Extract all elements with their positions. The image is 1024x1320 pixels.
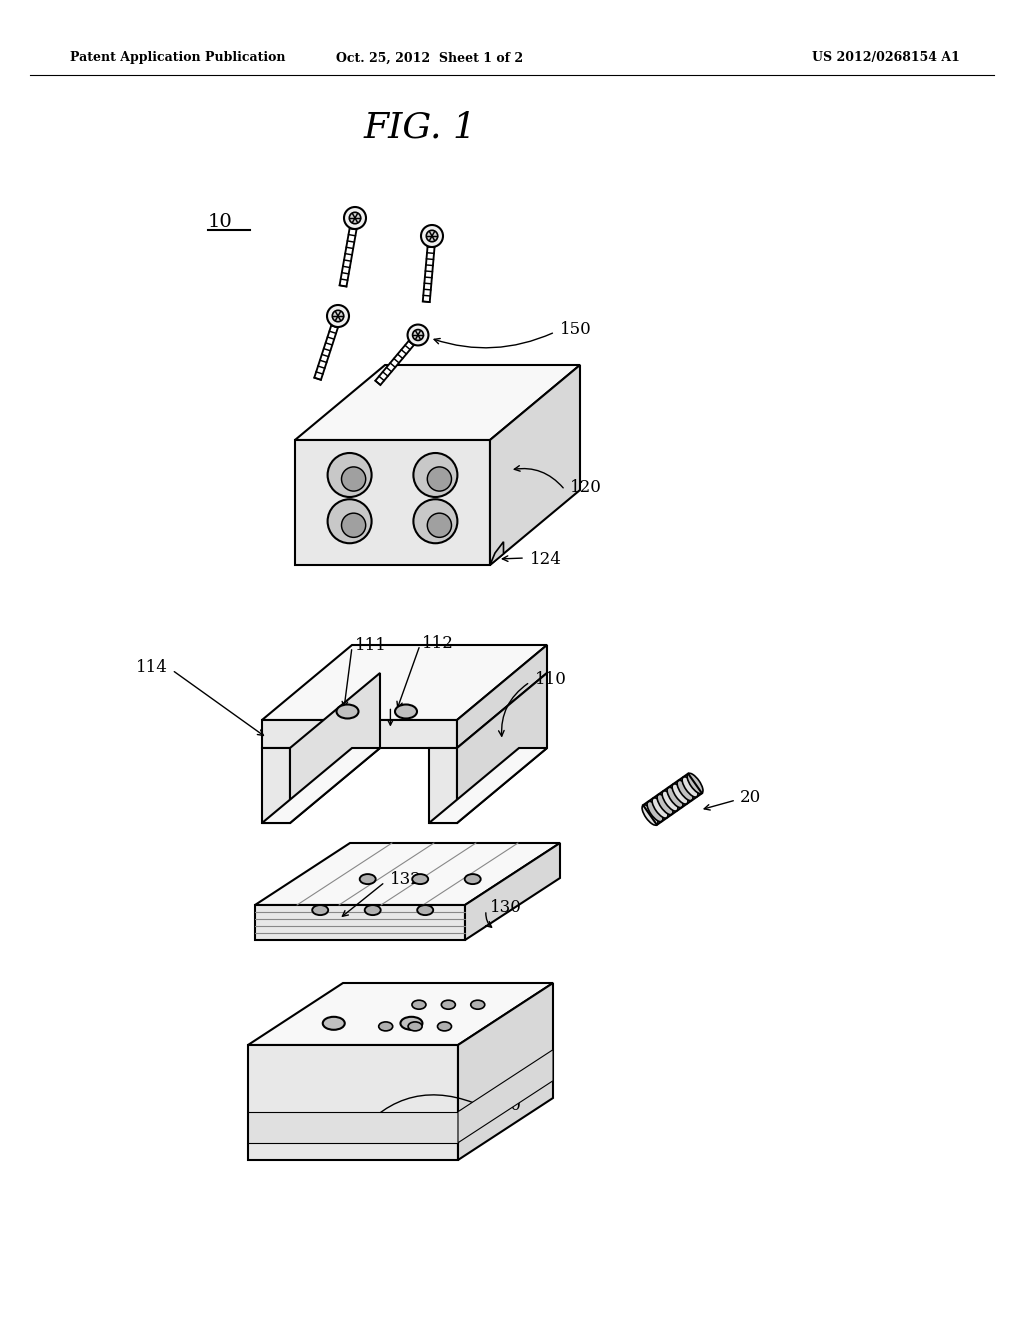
- Circle shape: [341, 467, 366, 491]
- Text: US 2012/0268154 A1: US 2012/0268154 A1: [812, 51, 961, 65]
- Ellipse shape: [647, 801, 663, 822]
- Ellipse shape: [437, 1022, 452, 1031]
- Polygon shape: [262, 719, 457, 748]
- Text: 132: 132: [390, 871, 422, 888]
- Ellipse shape: [672, 784, 688, 804]
- Circle shape: [332, 310, 344, 322]
- Ellipse shape: [312, 906, 329, 915]
- Ellipse shape: [395, 705, 417, 718]
- Polygon shape: [457, 645, 547, 748]
- Ellipse shape: [471, 1001, 484, 1010]
- Circle shape: [427, 467, 452, 491]
- Ellipse shape: [465, 874, 480, 884]
- Polygon shape: [290, 673, 380, 822]
- Polygon shape: [255, 843, 560, 906]
- Polygon shape: [314, 326, 338, 380]
- Ellipse shape: [652, 797, 668, 818]
- Circle shape: [414, 499, 458, 544]
- Ellipse shape: [663, 791, 678, 812]
- Ellipse shape: [642, 805, 658, 825]
- Text: 130: 130: [490, 899, 522, 916]
- Polygon shape: [262, 748, 290, 822]
- Ellipse shape: [412, 1001, 426, 1010]
- Text: 150: 150: [560, 322, 592, 338]
- Ellipse shape: [417, 906, 433, 915]
- Text: 10: 10: [208, 213, 232, 231]
- Circle shape: [427, 513, 452, 537]
- Polygon shape: [429, 748, 457, 822]
- Text: Patent Application Publication: Patent Application Publication: [70, 51, 286, 65]
- Text: 120: 120: [570, 479, 602, 496]
- Polygon shape: [248, 1045, 458, 1160]
- Text: FIG. 1: FIG. 1: [364, 111, 476, 145]
- Polygon shape: [295, 440, 490, 565]
- Circle shape: [344, 207, 366, 228]
- Ellipse shape: [365, 906, 381, 915]
- Text: Oct. 25, 2012  Sheet 1 of 2: Oct. 25, 2012 Sheet 1 of 2: [337, 51, 523, 65]
- Ellipse shape: [441, 1001, 456, 1010]
- Text: 114: 114: [136, 660, 168, 676]
- Polygon shape: [248, 1111, 458, 1143]
- Polygon shape: [295, 366, 580, 440]
- Circle shape: [414, 453, 458, 498]
- Polygon shape: [340, 228, 356, 286]
- Polygon shape: [490, 541, 504, 565]
- Ellipse shape: [687, 774, 703, 793]
- Ellipse shape: [359, 874, 376, 884]
- Polygon shape: [429, 748, 547, 822]
- Text: 20: 20: [740, 789, 761, 807]
- Text: 110: 110: [535, 672, 567, 689]
- Polygon shape: [423, 247, 434, 302]
- Ellipse shape: [400, 1016, 423, 1030]
- Ellipse shape: [657, 795, 673, 814]
- Text: 112: 112: [422, 635, 454, 652]
- Text: 124: 124: [530, 552, 562, 569]
- Circle shape: [341, 513, 366, 537]
- Polygon shape: [465, 843, 560, 940]
- Ellipse shape: [677, 780, 693, 801]
- Circle shape: [327, 305, 349, 327]
- Polygon shape: [458, 983, 553, 1160]
- Ellipse shape: [413, 874, 428, 884]
- Ellipse shape: [337, 705, 358, 718]
- Circle shape: [349, 213, 360, 223]
- Polygon shape: [262, 645, 547, 719]
- Polygon shape: [458, 1049, 553, 1143]
- Ellipse shape: [323, 1016, 345, 1030]
- Circle shape: [413, 330, 424, 341]
- Circle shape: [421, 224, 443, 247]
- Polygon shape: [490, 366, 580, 565]
- Circle shape: [408, 325, 428, 346]
- Polygon shape: [255, 906, 465, 940]
- Circle shape: [426, 230, 437, 242]
- Text: 140: 140: [490, 1097, 522, 1114]
- Circle shape: [328, 453, 372, 498]
- Text: 111: 111: [355, 636, 387, 653]
- Polygon shape: [262, 748, 380, 822]
- Circle shape: [328, 499, 372, 544]
- Ellipse shape: [667, 787, 683, 808]
- Ellipse shape: [409, 1022, 422, 1031]
- Polygon shape: [457, 673, 547, 822]
- Polygon shape: [376, 341, 414, 385]
- Polygon shape: [248, 983, 553, 1045]
- Ellipse shape: [379, 1022, 392, 1031]
- Ellipse shape: [682, 776, 698, 797]
